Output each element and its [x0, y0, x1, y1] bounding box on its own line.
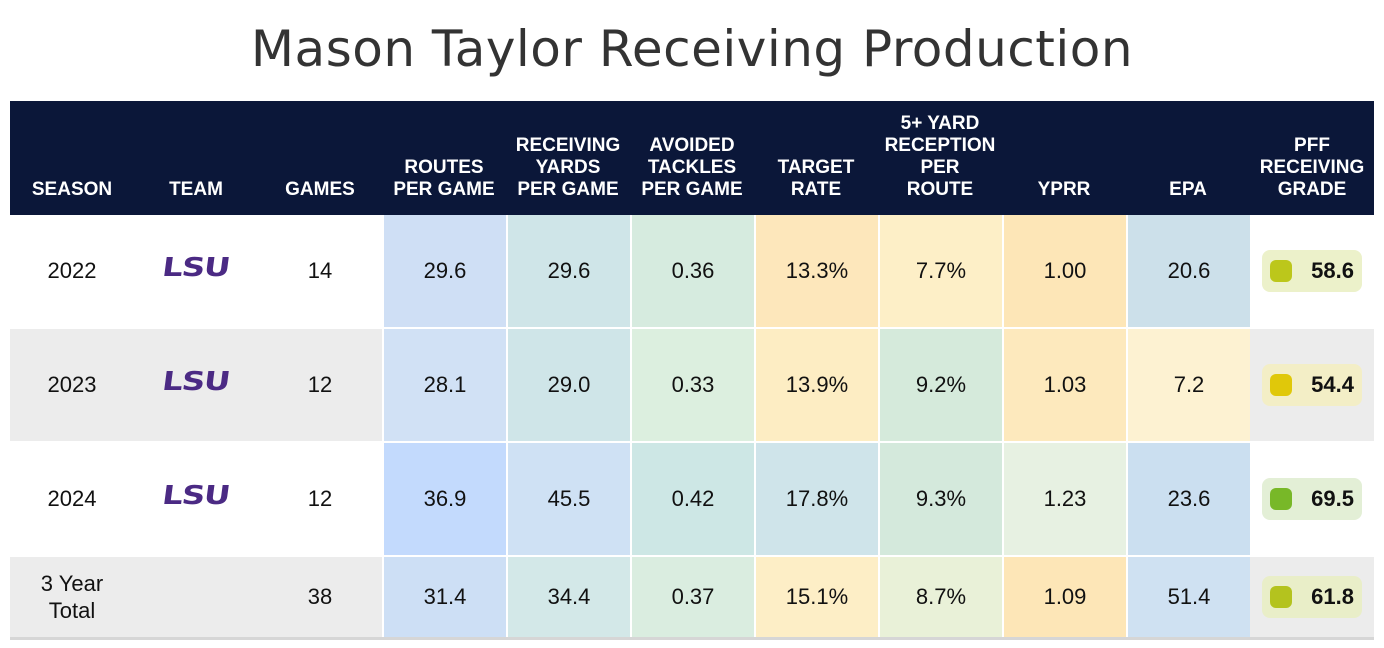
header-avoided-tackles-per-game[interactable]: AVOIDED TACKLES PER GAME: [641, 135, 743, 200]
receiving-yards-per-game-cell: 29.6: [506, 215, 630, 327]
stats-table: SEASON TEAM GAMES ROUTES PER GAME RECEIV…: [10, 101, 1374, 640]
season-cell: 3 Year Total: [40, 571, 104, 623]
routes-per-game-cell: 36.9: [382, 443, 506, 555]
five-yard-reception-per-route-cell: 9.3%: [878, 443, 1002, 555]
table-row: 2022 LSU 14 29.6 29.6 0.36 13.3% 7.7% 1.00 20.6 58…: [10, 215, 1374, 329]
avoided-tackles-per-game-cell: 0.33: [630, 329, 754, 441]
header-five-yard-reception-per-route[interactable]: 5+ YARD RECEPTION PER ROUTE: [884, 113, 996, 200]
avoided-tackles-per-game-cell: 0.37: [630, 557, 754, 637]
yprr-cell: 1.09: [1002, 557, 1126, 637]
yprr-cell: 1.23: [1002, 443, 1126, 555]
routes-per-game-cell: 31.4: [382, 557, 506, 637]
grade-badge: 61.8: [1262, 576, 1362, 618]
five-yard-reception-per-route-cell: 9.2%: [878, 329, 1002, 441]
grade-value: 61.8: [1311, 584, 1354, 609]
grade-badge: 54.4: [1262, 364, 1362, 406]
grade-color-dot: [1270, 374, 1292, 396]
team-cell: LSU: [134, 443, 258, 555]
team-cell: LSU: [134, 329, 258, 441]
receiving-yards-per-game-cell: 34.4: [506, 557, 630, 637]
season-cell: 2022: [47, 258, 97, 283]
epa-cell: 23.6: [1126, 443, 1250, 555]
games-cell: 14: [307, 258, 333, 283]
routes-per-game-cell: 28.1: [382, 329, 506, 441]
lsu-logo: LSU: [160, 253, 232, 283]
receiving-yards-per-game-cell: 45.5: [506, 443, 630, 555]
avoided-tackles-per-game-cell: 0.42: [630, 443, 754, 555]
grade-color-dot: [1270, 586, 1292, 608]
header-target-rate[interactable]: TARGET RATE: [777, 157, 855, 200]
header-receiving-yards-per-game[interactable]: RECEIVING YARDS PER GAME: [515, 135, 621, 200]
header-games[interactable]: GAMES: [285, 179, 355, 200]
epa-cell: 51.4: [1126, 557, 1250, 637]
five-yard-reception-per-route-cell: 8.7%: [878, 557, 1002, 637]
grade-cell: 61.8: [1250, 557, 1374, 637]
team-cell: [134, 557, 258, 637]
header-team[interactable]: TEAM: [169, 179, 223, 200]
games-cell: 12: [307, 372, 333, 397]
grade-value: 58.6: [1311, 258, 1354, 283]
receiving-yards-per-game-cell: 29.0: [506, 329, 630, 441]
grade-badge: 69.5: [1262, 478, 1362, 520]
epa-cell: 7.2: [1126, 329, 1250, 441]
team-cell: LSU: [134, 215, 258, 327]
season-cell: 2024: [47, 486, 97, 511]
page-title: Mason Taylor Receiving Production: [250, 20, 1134, 78]
grade-cell: 69.5: [1250, 443, 1374, 555]
header-season[interactable]: SEASON: [31, 179, 113, 200]
header-routes-per-game[interactable]: ROUTES PER GAME: [393, 157, 495, 200]
table-row: 2023 LSU 12 28.1 29.0 0.33 13.9% 9.2% 1.03 7.2 54.…: [10, 329, 1374, 443]
header-epa[interactable]: EPA: [1169, 179, 1207, 200]
target-rate-cell: 17.8%: [754, 443, 878, 555]
target-rate-cell: 13.3%: [754, 215, 878, 327]
lsu-logo: LSU: [160, 367, 232, 397]
five-yard-reception-per-route-cell: 7.7%: [878, 215, 1002, 327]
games-cell: 38: [307, 584, 333, 609]
grade-cell: 58.6: [1250, 215, 1374, 327]
header-yprr[interactable]: YPRR: [1037, 179, 1091, 200]
grade-color-dot: [1270, 260, 1292, 282]
routes-per-game-cell: 29.6: [382, 215, 506, 327]
grade-color-dot: [1270, 488, 1292, 510]
yprr-cell: 1.00: [1002, 215, 1126, 327]
target-rate-cell: 15.1%: [754, 557, 878, 637]
games-cell: 12: [307, 486, 333, 511]
table-row: 2024 LSU 12 36.9 45.5 0.42 17.8% 9.3% 1.23 23.6 69…: [10, 443, 1374, 557]
grade-cell: 54.4: [1250, 329, 1374, 441]
lsu-logo: LSU: [160, 481, 232, 511]
grade-value: 54.4: [1311, 372, 1354, 397]
season-cell: 2023: [47, 372, 97, 397]
total-row: 3 Year Total 38 31.4 34.4 0.37 15.1% 8.7% 1.09 5…: [10, 557, 1374, 640]
table-header: SEASON TEAM GAMES ROUTES PER GAME RECEIV…: [10, 101, 1374, 215]
target-rate-cell: 13.9%: [754, 329, 878, 441]
header-pff-receiving-grade[interactable]: PFF RECEIVING GRADE: [1259, 135, 1365, 200]
table-body: 2022 LSU 14 29.6 29.6 0.36 13.3% 7.7% 1.00 20.6 58…: [10, 215, 1374, 640]
avoided-tackles-per-game-cell: 0.36: [630, 215, 754, 327]
grade-badge: 58.6: [1262, 250, 1362, 292]
epa-cell: 20.6: [1126, 215, 1250, 327]
grade-value: 69.5: [1311, 486, 1354, 511]
yprr-cell: 1.03: [1002, 329, 1126, 441]
